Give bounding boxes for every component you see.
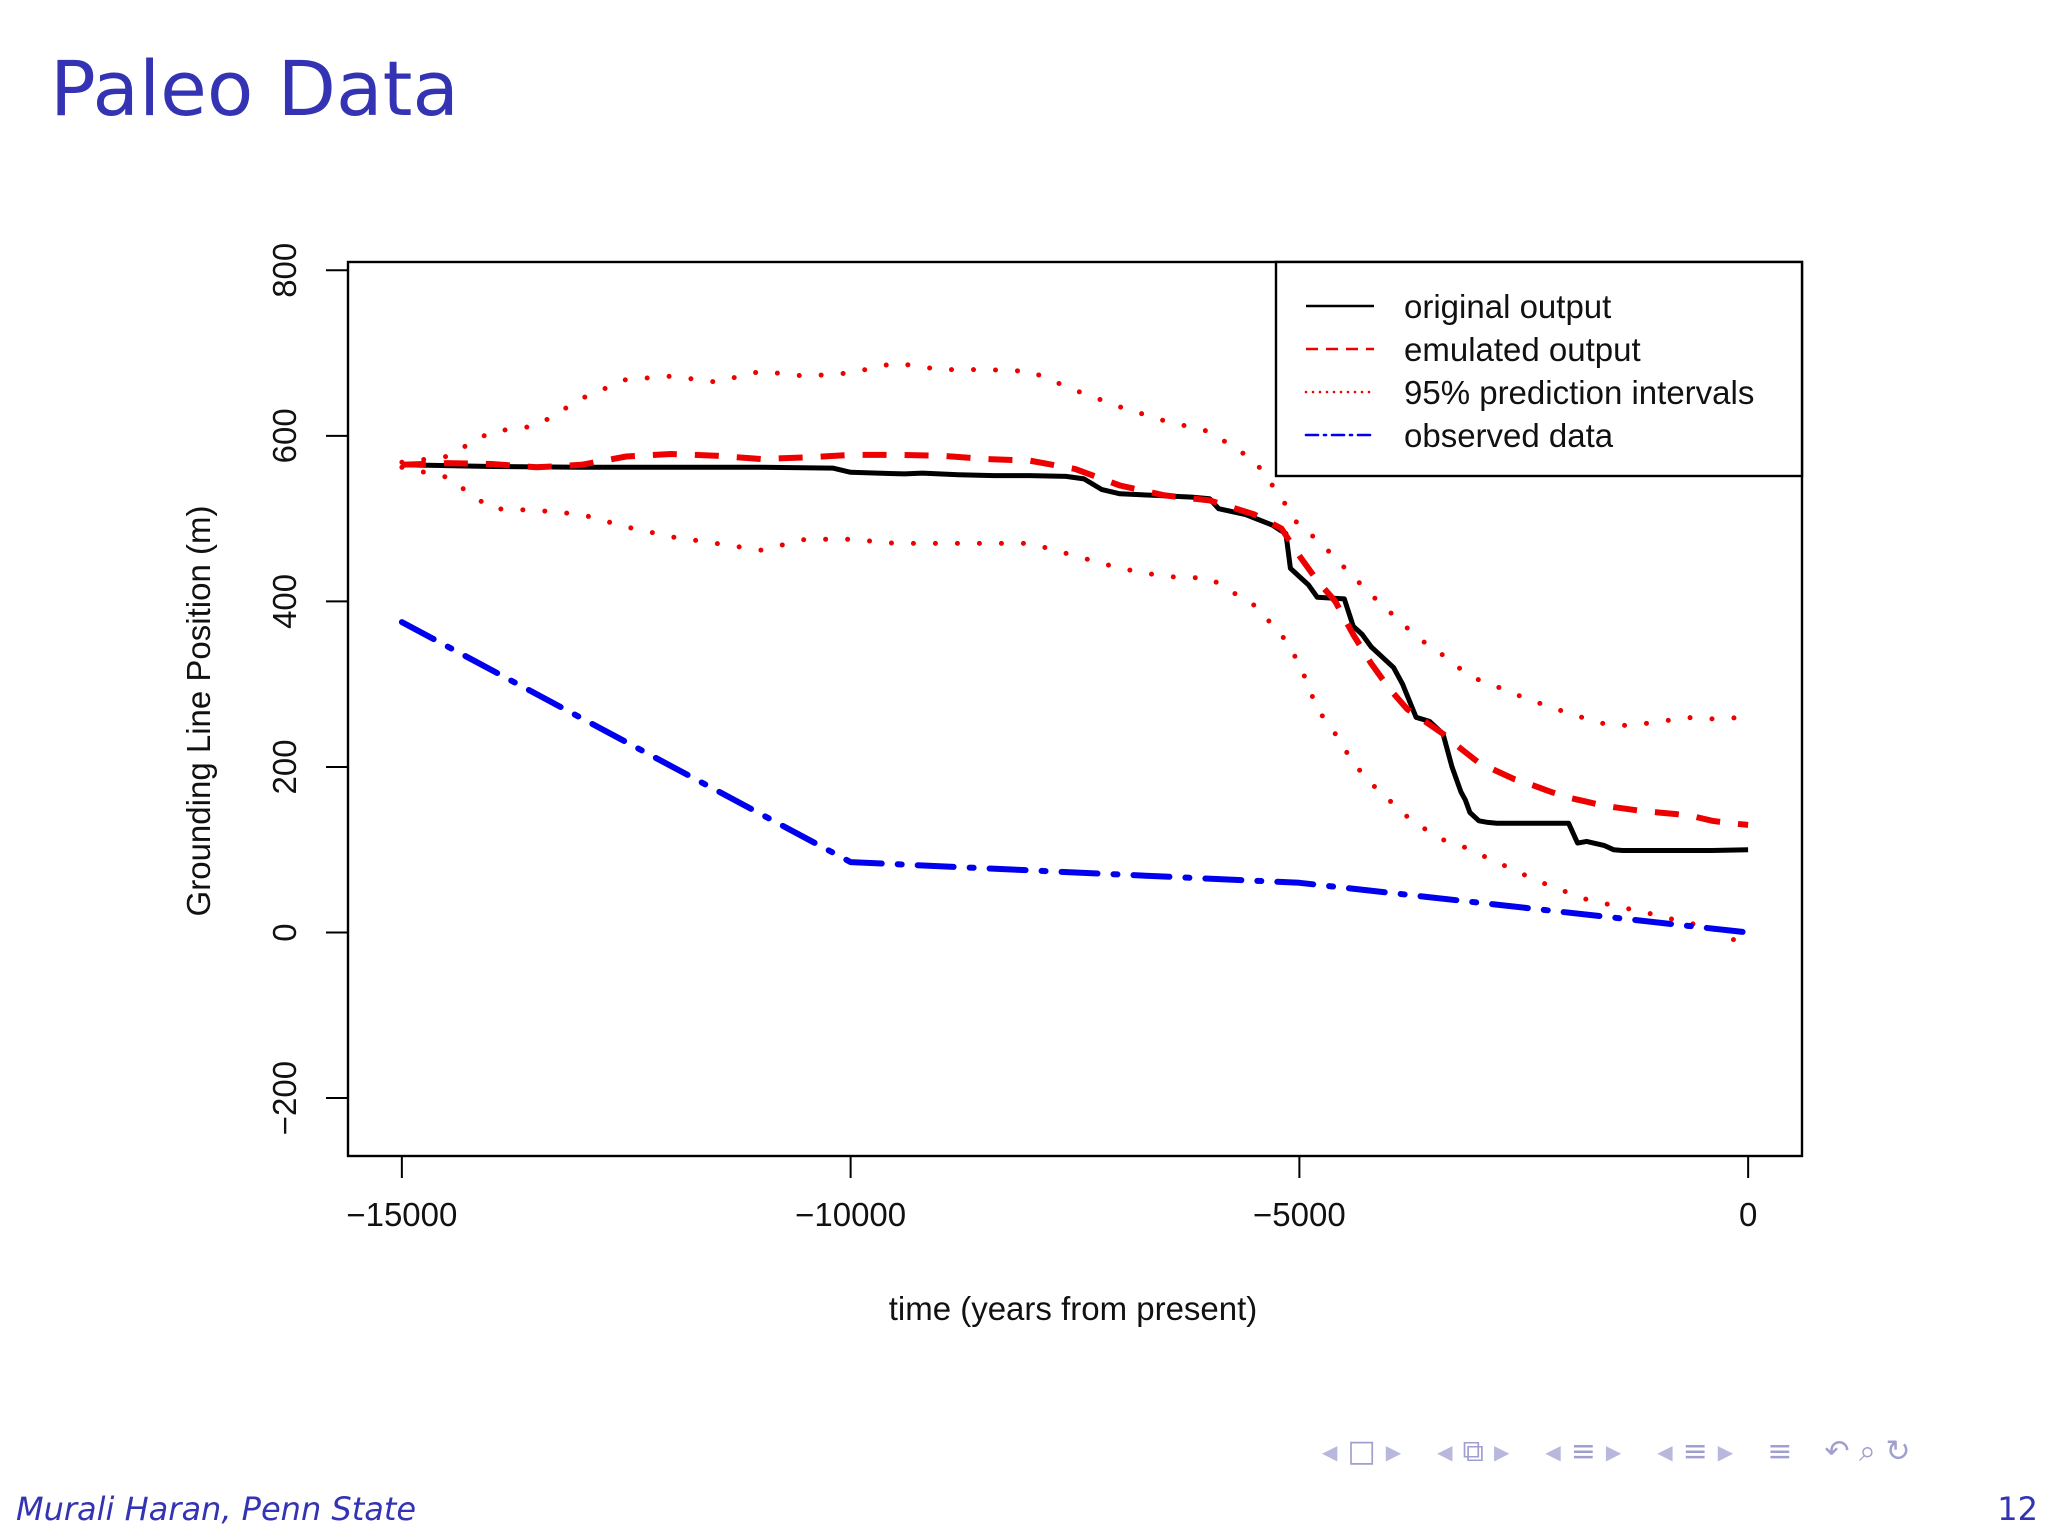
nav-subsection[interactable]: ◀ ≡ ▶ <box>1539 1437 1627 1467</box>
nav-align[interactable]: ≡ <box>1763 1437 1796 1467</box>
legend-box <box>1274 260 1804 478</box>
legend-label-observed: observed data <box>1404 417 1614 454</box>
series-original <box>401 462 1749 853</box>
plot-series <box>398 360 1752 956</box>
page-number: 12 <box>1997 1490 2038 1528</box>
y-tick-label: 0 <box>266 923 303 941</box>
nav-subsubsection[interactable]: ◀ ≡ ▶ <box>1651 1437 1739 1467</box>
axes: −15000 −10000 −5000 0 time (years from prese… <box>180 243 1804 1327</box>
y-tick-label: 800 <box>266 243 303 298</box>
chevron-right-icon[interactable]: ▶ <box>1493 1440 1510 1464</box>
series-lower <box>399 464 1751 956</box>
legend-label-emulated: emulated output <box>1404 331 1641 368</box>
align-icon[interactable]: ≡ <box>1767 1434 1793 1469</box>
x-tick-label: 0 <box>1739 1196 1757 1233</box>
beamer-navigation: ◀ □ ▶ ◀ ⧉ ▶ ◀ ≡ ▶ ◀ ≡ ▶ ≡ ↶ ⌕ ↻ <box>1316 1432 2036 1472</box>
chevron-left-icon[interactable]: ◀ <box>1322 1440 1338 1464</box>
legend-label-original: original output <box>1404 288 1611 325</box>
frame-icon[interactable]: □ <box>1347 1434 1376 1469</box>
chevron-left-icon[interactable]: ◀ <box>1657 1440 1673 1464</box>
y-tick-label: 400 <box>266 574 303 629</box>
nav-frame[interactable]: ◀ □ ▶ <box>1316 1437 1407 1467</box>
chevron-left-icon[interactable]: ◀ <box>1545 1440 1561 1464</box>
section-icon[interactable]: ⧉ <box>1462 1434 1484 1469</box>
nav-search[interactable]: ↶ ⌕ ↻ <box>1820 1437 1914 1467</box>
chevron-left-icon[interactable]: ◀ <box>1437 1440 1453 1464</box>
chevron-right-icon[interactable]: ▶ <box>1605 1440 1622 1464</box>
x-tick-label: −15000 <box>346 1196 457 1233</box>
legend-label-upper: 95% prediction intervals <box>1404 374 1754 411</box>
x-tick-label: −5000 <box>1253 1196 1346 1233</box>
y-tick-label: −200 <box>266 1061 303 1135</box>
y-axis-label: Grounding Line Position (m) <box>180 506 217 917</box>
legend: original output emulated output 95% predic… <box>1274 260 1804 478</box>
y-tick-label: 200 <box>266 739 303 794</box>
chevron-right-icon[interactable]: ▶ <box>1717 1440 1734 1464</box>
x-tick-label: −10000 <box>795 1196 906 1233</box>
chevron-right-icon[interactable]: ▶ <box>1385 1440 1402 1464</box>
series-emulated <box>401 451 1749 828</box>
slide-title: Paleo Data <box>50 44 459 133</box>
y-tick-label: 600 <box>266 408 303 463</box>
nav-section[interactable]: ◀ ⧉ ▶ <box>1431 1437 1515 1467</box>
search-icon[interactable]: ↶ ⌕ ↻ <box>1824 1434 1911 1469</box>
series-observed <box>398 619 1752 936</box>
x-axis-label: time (years from present) <box>889 1290 1258 1327</box>
subsubsection-icon[interactable]: ≡ <box>1682 1434 1708 1469</box>
subsection-icon[interactable]: ≡ <box>1570 1434 1596 1469</box>
footer-author: Murali Haran, Penn State <box>16 1490 417 1528</box>
